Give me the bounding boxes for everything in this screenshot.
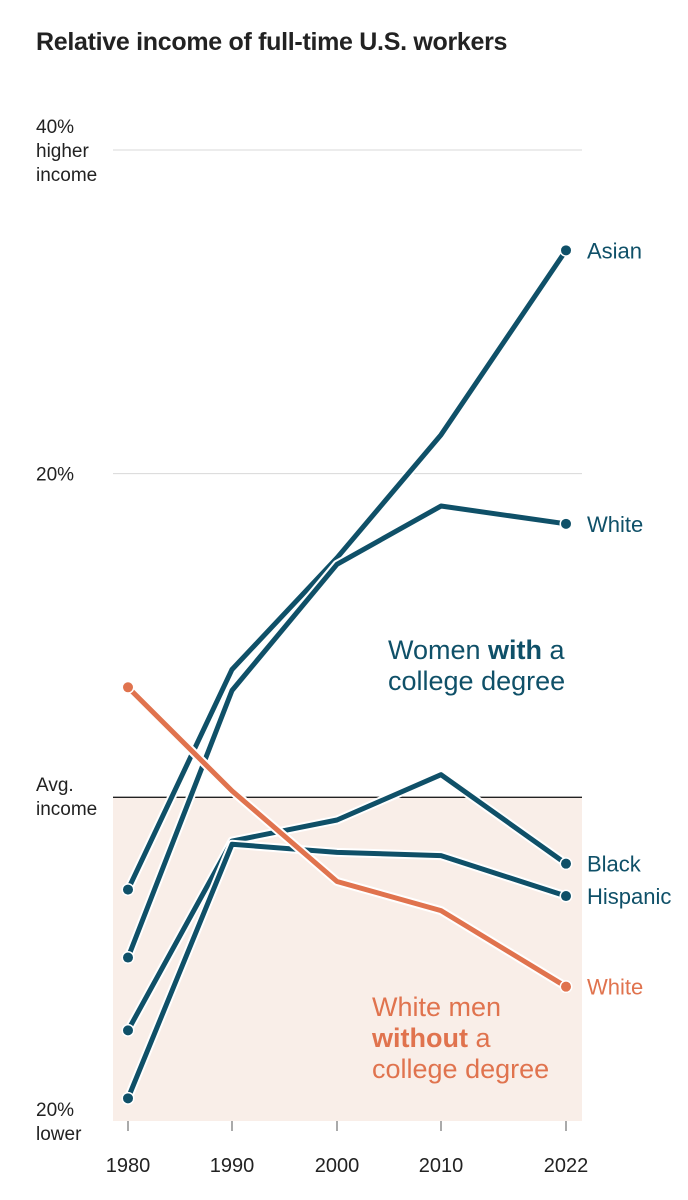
series-end-label: Black [587,852,642,877]
x-tick-label: 1990 [210,1155,255,1177]
group-label-text: Women [388,635,488,665]
group-label-text: a [468,1023,492,1053]
y-tick-label: income [36,165,97,186]
group-label-emphasis: with [487,635,542,665]
series-point [123,884,133,895]
series-line [125,772,569,1033]
y-tick-label: income [36,799,97,820]
chart-title: Relative income of full-time U.S. worker… [36,28,508,56]
x-tick-label: 1980 [106,1155,151,1177]
series-point [123,952,133,963]
series-line [125,247,569,893]
series-end-label: White [587,512,643,537]
group-label-text: a [542,635,566,665]
group-label-men-line2: without a [371,1023,491,1053]
group-label-emphasis: without [371,1023,468,1053]
series-line [125,503,569,961]
group-label-men-line1: White men [372,992,501,1022]
series-point [561,981,571,992]
y-tick-label: Avg. [36,775,74,796]
y-tick-label: 20% [36,465,74,486]
y-tick-label: 40% [36,117,74,138]
series-end-label: White [587,975,643,1000]
x-tick-label: 2022 [544,1155,589,1177]
series-line [125,841,569,1101]
series-point [123,1093,133,1104]
series-point [123,1025,133,1036]
series-end-label: Asian [587,238,642,263]
series-white-orange: White [121,680,643,1000]
y-tick-label: 20% [36,1100,74,1121]
series-point [561,518,571,529]
series-point [123,682,133,693]
y-tick-label: lower [36,1124,82,1145]
group-label-men-line3: college degree [372,1054,549,1084]
x-tick-label: 2000 [315,1155,360,1177]
group-label-women-line1: Women with a [388,635,566,665]
series-point [561,891,571,902]
series-point [561,245,571,256]
series-end-label: Hispanic [587,884,671,909]
x-tick-label: 2010 [419,1155,464,1177]
series-asian-teal: Asian [121,238,642,897]
series-line [125,684,569,990]
series-point [561,858,571,869]
series-hispanic-teal: Hispanic [121,839,671,1105]
y-tick-label: higher [36,141,89,162]
group-label-women-line2: college degree [388,666,565,696]
series-white-teal: White [121,501,643,965]
series-black-teal: Black [121,770,642,1037]
